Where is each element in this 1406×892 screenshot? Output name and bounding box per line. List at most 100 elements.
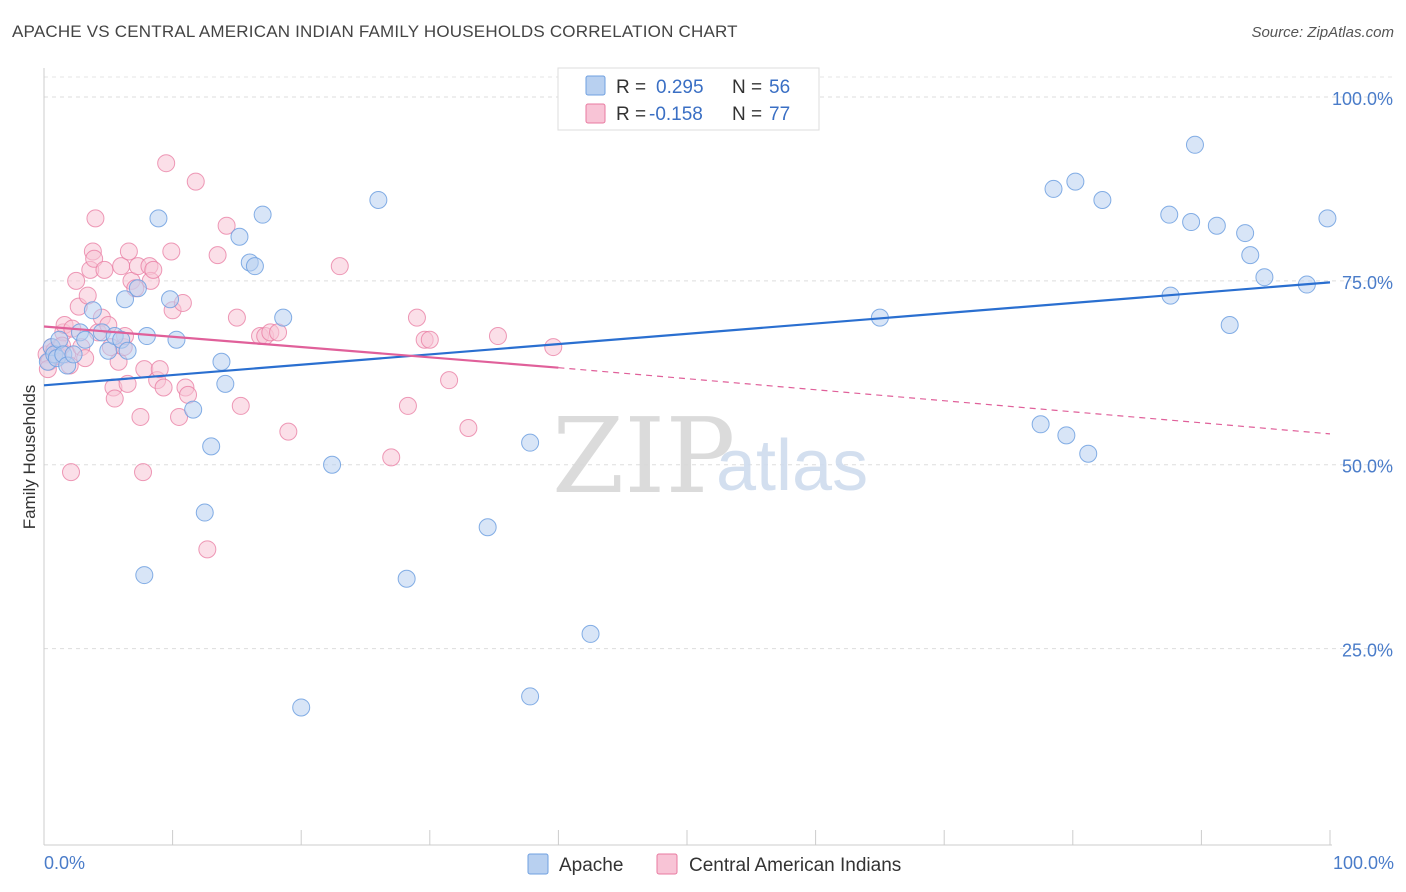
chart-title: APACHE VS CENTRAL AMERICAN INDIAN FAMILY… (12, 22, 738, 41)
apache-point (1066, 172, 1085, 191)
central-point (134, 463, 153, 482)
apache-point (1241, 246, 1260, 265)
apache-point (1220, 316, 1239, 335)
apache-point (50, 330, 69, 349)
apache-point (323, 455, 342, 474)
apache-point (521, 433, 540, 452)
central-point (170, 407, 189, 426)
y-tick-label: 75.0% (1342, 273, 1393, 293)
central-point (186, 172, 205, 191)
apache-point (216, 374, 235, 393)
apache-point (369, 190, 388, 209)
stats-apache-n-label: N = (732, 77, 762, 98)
apache-point (1236, 224, 1255, 243)
gridlines (44, 76, 1392, 650)
apache-point (521, 687, 540, 706)
y-tick-label: 100.0% (1332, 89, 1393, 109)
y-axis-label: Family Households (20, 385, 39, 530)
central-point (420, 330, 439, 349)
apache-point (64, 345, 83, 364)
apache-point (135, 566, 154, 585)
apache-point (118, 341, 137, 360)
central-point (398, 396, 417, 415)
apache-point (128, 279, 147, 298)
central-point (119, 242, 138, 261)
apache-point (230, 227, 249, 246)
legend-apache-swatch (527, 853, 549, 875)
apache-point (1255, 268, 1274, 287)
central-trend-line (43, 325, 559, 369)
central-point (231, 396, 250, 415)
stats-central-n-value: 77 (769, 104, 790, 125)
central-point (488, 327, 507, 346)
watermark-atlas: atlas (716, 426, 868, 506)
y-tick-label: 50.0% (1342, 457, 1393, 477)
apache-point (202, 437, 221, 456)
apache-point (161, 290, 180, 309)
apache-point (1079, 444, 1098, 463)
central-point (459, 418, 478, 437)
apache-point (581, 624, 600, 643)
y-tick-labels: 25.0% 50.0% 75.0% 100.0% (1332, 89, 1393, 661)
apache-point (397, 569, 416, 588)
central-point (227, 308, 246, 327)
stats-apache-n-value: 56 (769, 77, 790, 98)
trend-lines (43, 281, 1331, 435)
central-point (157, 154, 176, 173)
apache-point (1093, 190, 1112, 209)
apache-point (195, 503, 214, 522)
central-point (544, 338, 563, 357)
apache-point (1185, 135, 1204, 154)
apache-point (478, 518, 497, 537)
central-point (150, 360, 169, 379)
source-credit: Source: ZipAtlas.com (1251, 24, 1394, 41)
x-axis-ticks (43, 830, 1331, 845)
x-tick-label-max: 100.0% (1333, 853, 1394, 873)
apache-point (1207, 216, 1226, 235)
central-point (162, 242, 181, 261)
apache-point (1160, 205, 1179, 224)
central-point (279, 422, 298, 441)
central-point (85, 249, 104, 268)
central-point (95, 260, 114, 279)
stats-apache-r-value: 0.295 (656, 77, 704, 98)
central-trend-line-extrapolated (558, 367, 1331, 435)
y-tick-label: 25.0% (1342, 641, 1393, 661)
central-point (144, 260, 163, 279)
apache-point (1318, 209, 1337, 228)
stats-central-n-label: N = (732, 104, 762, 125)
legend-central-label: Central American Indians (689, 855, 901, 876)
stats-apache-r-label: R = (616, 77, 646, 98)
apache-point (184, 400, 203, 419)
central-point (382, 448, 401, 467)
apache-point (1044, 179, 1063, 198)
central-american-indians-points (37, 154, 563, 559)
apache-point (167, 330, 186, 349)
legend-apache-label: Apache (559, 855, 623, 876)
apache-point (1182, 213, 1201, 232)
apache-trend-line (43, 281, 1331, 387)
central-point (105, 389, 124, 408)
apache-point (149, 209, 168, 228)
apache-point (212, 352, 231, 371)
central-point (330, 257, 349, 276)
apache-point (245, 257, 264, 276)
central-point (67, 271, 86, 290)
legend-central-swatch (656, 853, 678, 875)
central-point (131, 407, 150, 426)
watermark: ZIP atlas (552, 395, 868, 517)
apache-point (116, 290, 135, 309)
apache-point (274, 308, 293, 327)
legend: Apache Central American Indians (527, 853, 901, 876)
stats-box: R = 0.295 N = 56 R = -0.158 N = 77 (557, 67, 820, 131)
central-point (62, 463, 81, 482)
central-point (407, 308, 426, 327)
stats-central-r-value: -0.158 (649, 104, 703, 125)
central-point (208, 246, 227, 265)
x-tick-label-min: 0.0% (44, 853, 85, 873)
apache-point (1031, 415, 1050, 434)
central-point (86, 209, 105, 228)
apache-point (1057, 426, 1076, 445)
apache-point (253, 205, 272, 224)
